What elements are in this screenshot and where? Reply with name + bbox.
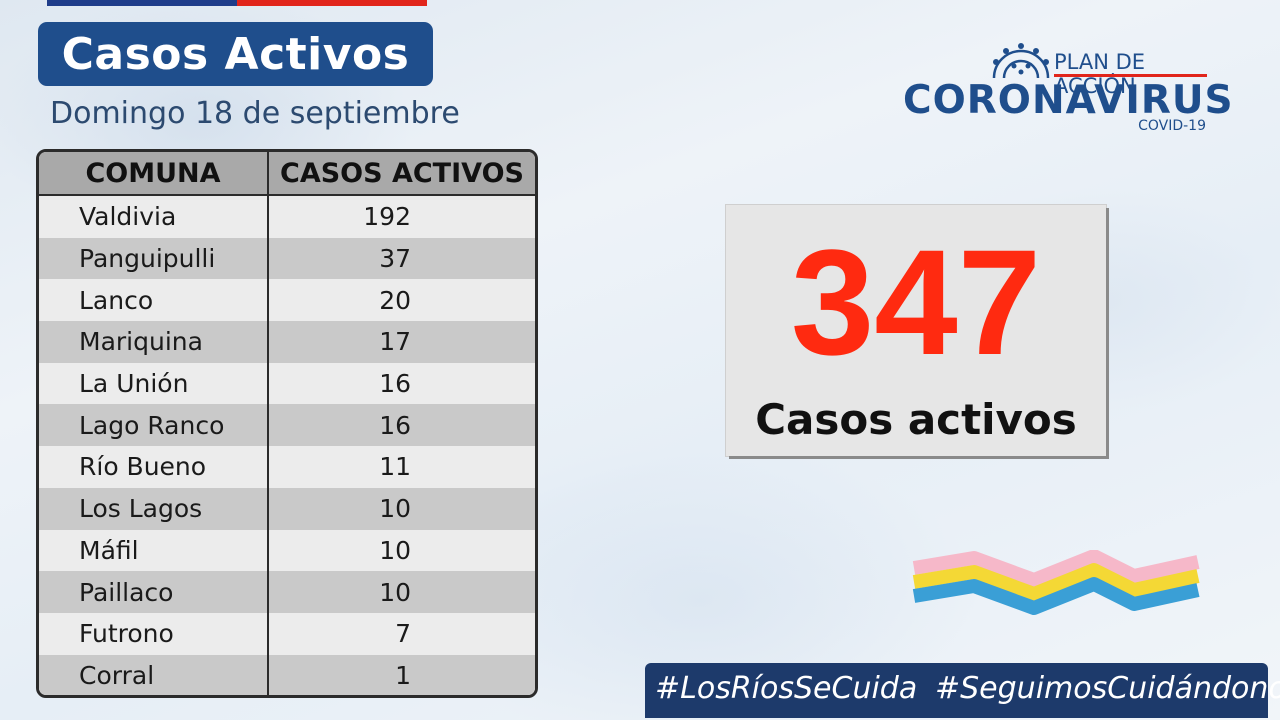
comuna-cell: Lanco	[39, 279, 269, 322]
comuna-cell: Futrono	[39, 612, 269, 655]
page-title: Casos Activos	[61, 28, 410, 80]
comuna-cell: Máfil	[39, 529, 269, 572]
virus-icon	[992, 43, 1050, 79]
logo-plan-text: PLAN DE ACCIÓN	[1054, 50, 1146, 98]
casos-cell: 16	[268, 362, 535, 405]
comuna-cell: Los Lagos	[39, 487, 269, 530]
table-row: Río Bueno 11	[39, 446, 535, 488]
title-banner: Casos Activos	[38, 22, 433, 86]
table-row: Futrono 7	[39, 612, 535, 655]
total-cases-number: 347	[790, 218, 1042, 386]
table-row: Lanco 20	[39, 279, 535, 322]
comuna-cell: Panguipulli	[39, 237, 269, 280]
comuna-cell: Paillaco	[39, 571, 269, 613]
coronavirus-logo: PLAN DE ACCIÓN CORONAVIRUS COVID-19	[900, 38, 1233, 138]
table-row: Corral 1	[39, 654, 535, 695]
logo-underline	[1054, 74, 1207, 77]
table-row: Valdivia 192	[39, 195, 535, 238]
casos-cell: 10	[268, 571, 535, 613]
table-row: Máfil 10	[39, 529, 535, 572]
casos-cell: 37	[268, 237, 535, 280]
casos-cell: 1	[268, 654, 535, 695]
rainbow-wave-graphic	[912, 550, 1200, 615]
comuna-cell: La Unión	[39, 362, 269, 405]
hashtag-los-rios: #LosRíosSeCuida	[655, 671, 918, 706]
comuna-cell: Corral	[39, 654, 269, 695]
cases-table: COMUNA CASOS ACTIVOS Valdivia 192 Panguipu…	[36, 149, 538, 698]
logo-sub-text: COVID-19	[1138, 118, 1206, 134]
comuna-cell: Valdivia	[39, 195, 269, 238]
column-header-comuna: COMUNA	[39, 152, 269, 196]
casos-cell: 16	[268, 404, 535, 447]
logo-main-text: CORONAVIRUS	[903, 78, 1234, 123]
table-row: La Unión 16	[39, 362, 535, 405]
table-body: Valdivia 192 Panguipulli 37 Lanco 20 Mariquina…	[39, 195, 535, 695]
table-row: Panguipulli 37	[39, 237, 535, 280]
casos-cell: 20	[268, 279, 535, 322]
top-stripe-blue	[47, 0, 237, 6]
table-header-row: COMUNA CASOS ACTIVOS	[39, 152, 535, 196]
total-cases-label: Casos activos	[755, 395, 1077, 444]
comuna-cell: Lago Ranco	[39, 404, 269, 447]
top-stripe-red	[237, 0, 427, 6]
hashtag-seguimos: #SeguimosCuidándonos	[935, 671, 1280, 706]
column-header-casos: CASOS ACTIVOS	[268, 152, 535, 196]
hashtag-bar: #LosRíosSeCuida #SeguimosCuidándonos	[645, 663, 1280, 718]
casos-cell: 10	[268, 529, 535, 572]
table-row: Los Lagos 10	[39, 487, 535, 530]
casos-cell: 17	[268, 321, 535, 363]
total-cases-card: 347 Casos activos	[726, 205, 1106, 456]
table-row: Lago Ranco 16	[39, 404, 535, 447]
casos-cell: 11	[268, 446, 535, 488]
table-row: Paillaco 10	[39, 571, 535, 613]
comuna-cell: Mariquina	[39, 321, 269, 363]
table-row: Mariquina 17	[39, 321, 535, 363]
date-subtitle: Domingo 18 de septiembre	[50, 96, 460, 131]
comuna-cell: Río Bueno	[39, 446, 269, 488]
casos-cell: 192	[268, 195, 535, 238]
casos-cell: 7	[268, 612, 535, 655]
casos-cell: 10	[268, 487, 535, 530]
